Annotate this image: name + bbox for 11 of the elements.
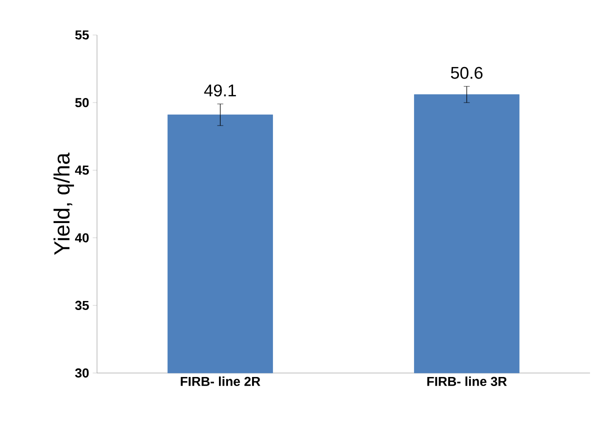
data-label: 50.6 <box>450 66 482 79</box>
x-tick-label: FIRB- line 3R <box>427 376 507 386</box>
y-tick-label: 35 <box>75 300 89 310</box>
y-tick-label: 30 <box>75 368 89 378</box>
y-axis-title: Yield, q/ha <box>54 152 74 255</box>
y-tick-label: 40 <box>75 233 89 242</box>
y-tick-label: 45 <box>75 166 89 175</box>
data-label: 49.1 <box>204 84 236 96</box>
y-tick-label: 50 <box>75 98 89 108</box>
x-tick-label: FIRB- line 2R <box>180 376 260 386</box>
y-tick-label: 55 <box>75 30 89 40</box>
